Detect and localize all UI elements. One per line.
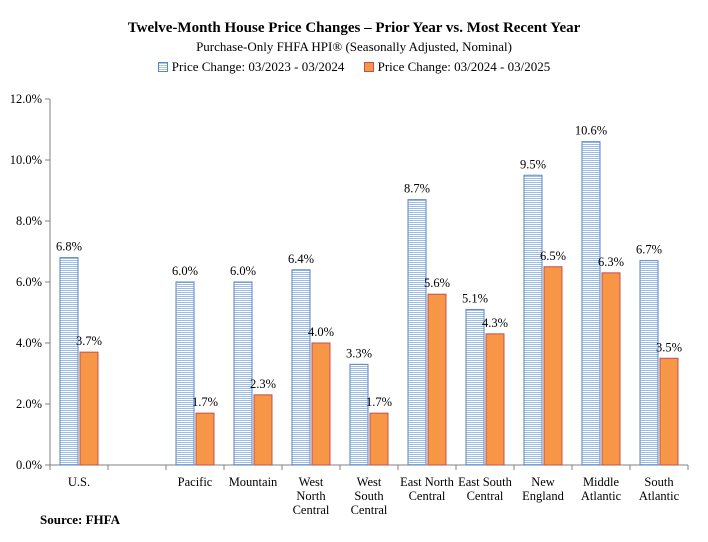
legend-swatch-blue [157, 62, 168, 72]
bar-prior-year [233, 281, 253, 466]
bar-prior-year [639, 260, 659, 466]
bar-recent-year [195, 412, 215, 466]
y-tick-label: 0.0% [16, 458, 42, 472]
data-label-recent-year: 4.3% [482, 316, 508, 330]
x-category-label: Middle [583, 475, 620, 489]
data-label-prior-year: 6.8% [56, 240, 82, 254]
data-label-prior-year: 9.5% [520, 157, 546, 171]
bar-recent-year [601, 272, 621, 466]
bar-prior-year [465, 308, 485, 466]
bar-recent-year [253, 394, 273, 466]
data-label-prior-year: 6.0% [230, 264, 256, 278]
data-label-recent-year: 5.6% [424, 276, 450, 290]
x-category-label: Pacific [178, 475, 213, 489]
y-tick-label: 2.0% [16, 397, 42, 411]
legend-swatch-orange [363, 62, 374, 72]
x-category-label: Central [467, 489, 504, 503]
x-category-label: Central [351, 503, 388, 517]
legend: Price Change: 03/2023 - 03/2024 Price Ch… [0, 59, 708, 76]
bar-prior-year [291, 269, 311, 466]
legend-label-prior-year: Price Change: 03/2023 - 03/2024 [171, 59, 345, 74]
x-category-label: East South [458, 475, 513, 489]
data-label-recent-year: 1.7% [366, 395, 392, 409]
data-label-prior-year: 6.4% [288, 252, 314, 266]
bar-recent-year [543, 266, 563, 466]
x-category-label: Atlantic [639, 489, 680, 503]
source-note: Source: FHFA [40, 512, 121, 527]
bar-recent-year [427, 293, 447, 466]
data-label-prior-year: 3.3% [346, 346, 372, 360]
bar-prior-year [349, 363, 369, 466]
data-label-prior-year: 8.7% [404, 182, 430, 196]
y-tick-label: 4.0% [16, 336, 42, 350]
y-tick-label: 8.0% [16, 214, 42, 228]
bar-recent-year [485, 333, 505, 466]
bar-prior-year [523, 174, 543, 466]
bar-prior-year [581, 141, 601, 466]
data-label-recent-year: 6.5% [540, 249, 566, 263]
bar-recent-year [659, 357, 679, 466]
x-category-label: East North [400, 475, 455, 489]
x-category-label: U.S. [68, 475, 90, 489]
chart-subtitle: Purchase-Only FHFA HPI® (Seasonally Adju… [196, 39, 512, 54]
x-category-label: England [522, 489, 564, 503]
data-label-recent-year: 2.3% [250, 377, 276, 391]
bar-recent-year [79, 351, 99, 466]
data-label-prior-year: 6.0% [172, 264, 198, 278]
x-category-label: West [299, 475, 324, 489]
y-tick-label: 12.0% [10, 92, 42, 106]
x-category-label: Central [293, 503, 330, 517]
data-label-prior-year: 5.1% [462, 291, 488, 305]
data-label-recent-year: 3.7% [76, 334, 102, 348]
x-category-label: Mountain [229, 475, 278, 489]
x-category-label: South [354, 489, 384, 503]
x-category-label: South [644, 475, 674, 489]
legend-label-recent-year: Price Change: 03/2024 - 03/2025 [377, 59, 551, 74]
data-label-prior-year: 10.6% [575, 124, 607, 138]
bar-recent-year [369, 412, 389, 466]
legend-item-prior-year: Price Change: 03/2023 - 03/2024 [157, 59, 345, 75]
bar-prior-year [59, 257, 79, 466]
bar-prior-year [407, 199, 427, 466]
legend-item-recent-year: Price Change: 03/2024 - 03/2025 [363, 59, 551, 75]
data-label-recent-year: 3.5% [656, 340, 682, 354]
x-category-label: West [357, 475, 382, 489]
bar-recent-year [311, 342, 331, 466]
data-label-prior-year: 6.7% [636, 243, 662, 257]
y-tick-label: 10.0% [10, 153, 42, 167]
bar-prior-year [175, 281, 195, 466]
chart-title: Twelve-Month House Price Changes – Prior… [127, 20, 581, 36]
x-category-label: North [296, 489, 326, 503]
x-category-label: New [531, 475, 555, 489]
data-label-recent-year: 6.3% [598, 255, 624, 269]
data-label-recent-year: 4.0% [308, 325, 334, 339]
x-category-label: Atlantic [581, 489, 622, 503]
y-tick-label: 6.0% [16, 275, 42, 289]
data-label-recent-year: 1.7% [192, 395, 218, 409]
x-category-label: Central [409, 489, 446, 503]
